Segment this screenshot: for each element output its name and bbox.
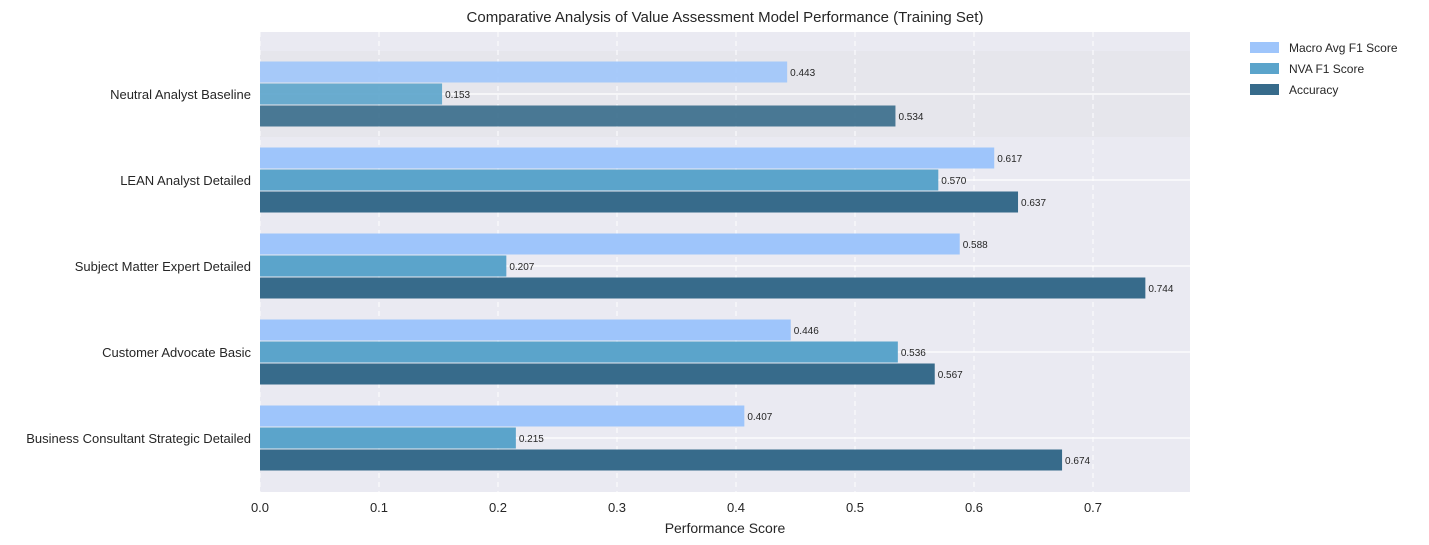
- legend-swatch: [1250, 42, 1279, 53]
- legend-swatch: [1250, 63, 1279, 74]
- x-tick-label: 0.4: [727, 500, 745, 515]
- bar: [260, 449, 1063, 471]
- legend: Macro Avg F1 Score NVA F1 Score Accuracy: [1250, 41, 1398, 97]
- bar-value-label: 0.153: [445, 90, 470, 101]
- bar: [260, 61, 788, 83]
- x-tick-labels: 0.0 0.1 0.2 0.3 0.4 0.5 0.6 0.7: [251, 500, 1102, 515]
- y-tick-label: Subject Matter Expert Detailed: [75, 259, 251, 274]
- bar-value-label: 0.407: [747, 412, 772, 423]
- bar: [260, 233, 960, 255]
- bar-value-label: 0.534: [898, 112, 923, 123]
- legend-swatch: [1250, 84, 1279, 95]
- x-tick-label: 0.6: [965, 500, 983, 515]
- y-tick-label: LEAN Analyst Detailed: [120, 173, 251, 188]
- x-tick-label: 0.0: [251, 500, 269, 515]
- bar-value-label: 0.744: [1148, 284, 1173, 295]
- bar-value-label: 0.588: [963, 240, 988, 251]
- bar: [260, 405, 745, 427]
- bar-value-label: 0.617: [997, 154, 1022, 165]
- bar: [260, 255, 507, 277]
- x-tick-label: 0.2: [489, 500, 507, 515]
- x-tick-label: 0.5: [846, 500, 864, 515]
- bar: [260, 341, 898, 363]
- bar: [260, 169, 939, 191]
- legend-label: NVA F1 Score: [1289, 62, 1364, 76]
- y-tick-label: Customer Advocate Basic: [102, 345, 251, 360]
- bar: [260, 147, 995, 169]
- bar-value-label: 0.674: [1065, 456, 1090, 467]
- bar: [260, 83, 443, 105]
- x-axis-label: Performance Score: [665, 520, 786, 536]
- chart-title: Comparative Analysis of Value Assessment…: [467, 9, 984, 26]
- bar-value-label: 0.536: [901, 348, 926, 359]
- x-tick-label: 0.1: [370, 500, 388, 515]
- bar-value-label: 0.637: [1021, 198, 1046, 209]
- bar: [260, 319, 791, 341]
- bar: [260, 427, 516, 449]
- legend-label: Macro Avg F1 Score: [1289, 41, 1398, 55]
- legend-label: Accuracy: [1289, 83, 1338, 97]
- bar: [260, 105, 896, 127]
- bar-value-labels: 0.443 0.153 0.534 0.617 0.570 0.637 0.588 0.207…: [445, 68, 1174, 467]
- bar-value-label: 0.207: [509, 262, 534, 273]
- bar-value-label: 0.446: [794, 326, 819, 337]
- y-tick-labels: Neutral Analyst Baseline LEAN Analyst Det…: [26, 87, 251, 446]
- y-tick-label: Business Consultant Strategic Detailed: [26, 431, 251, 446]
- bars: [260, 61, 1146, 471]
- x-tick-label: 0.3: [608, 500, 626, 515]
- bar: [260, 363, 935, 385]
- bar: [260, 277, 1146, 299]
- x-tick-label: 0.7: [1084, 500, 1102, 515]
- bar: [260, 191, 1019, 213]
- bar-value-label: 0.567: [938, 370, 963, 381]
- bar-value-label: 0.570: [941, 176, 966, 187]
- y-tick-label: Neutral Analyst Baseline: [110, 87, 251, 102]
- bar-value-label: 0.443: [790, 68, 815, 79]
- bar-value-label: 0.215: [519, 434, 544, 445]
